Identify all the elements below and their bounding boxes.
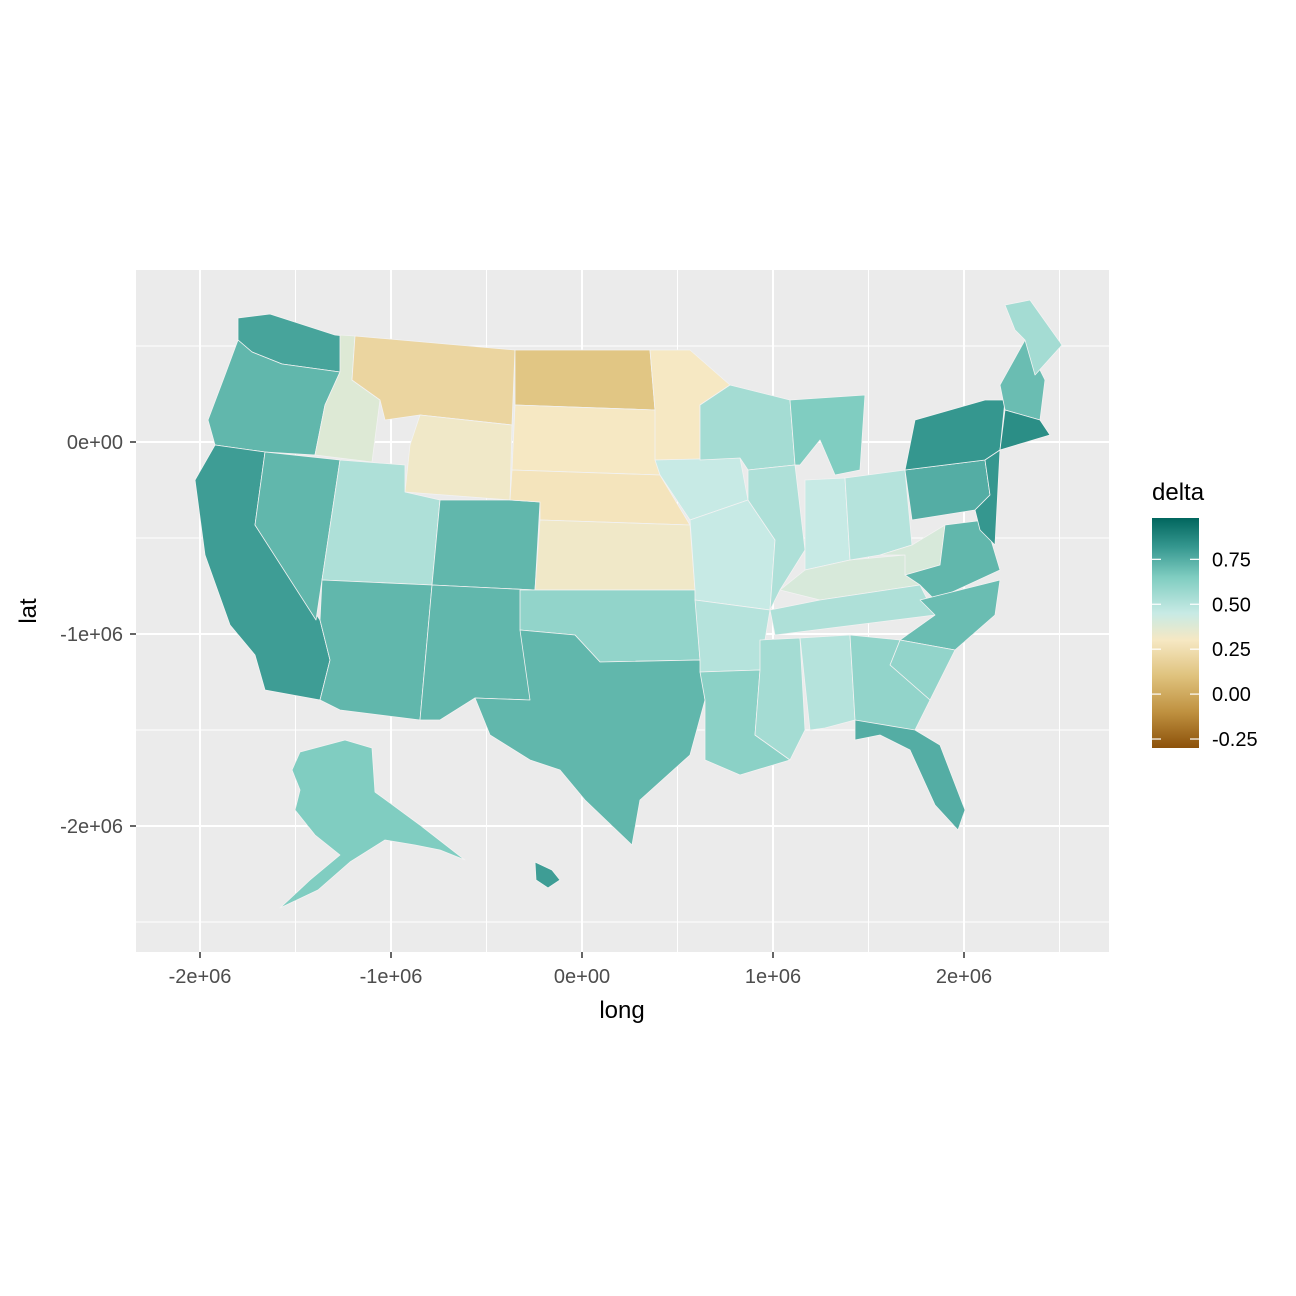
x-axis-title: long bbox=[599, 997, 644, 1024]
region-alabama bbox=[799, 634, 856, 731]
region-south-dakota bbox=[511, 404, 661, 476]
region-nevada bbox=[254, 451, 341, 621]
region-new-jersey-mid-atlantic bbox=[974, 449, 1001, 546]
region-texas bbox=[474, 629, 706, 846]
region-alaska bbox=[279, 739, 466, 909]
region-virginia bbox=[904, 519, 1001, 601]
region-southern-new-england bbox=[999, 409, 1051, 451]
x-tick-label: 1e+06 bbox=[745, 966, 801, 988]
y-tick-label: -2e+06 bbox=[60, 816, 123, 838]
legend-ticks: 0.75 0.50 0.25 0.00 -0.25 bbox=[1152, 549, 1258, 751]
region-ohio bbox=[844, 469, 913, 561]
map-regions bbox=[194, 299, 1063, 909]
region-indiana bbox=[804, 477, 851, 571]
x-tick-label: -1e+06 bbox=[360, 966, 423, 988]
legend-label: 0.75 bbox=[1212, 549, 1251, 571]
region-maine bbox=[1004, 299, 1063, 376]
y-tick-label: -1e+06 bbox=[60, 624, 123, 646]
region-kansas bbox=[534, 519, 696, 591]
region-north-dakota bbox=[514, 349, 656, 411]
legend-label: -0.25 bbox=[1212, 729, 1258, 751]
region-hawaii bbox=[534, 861, 561, 889]
x-tick-label: 0e+00 bbox=[554, 966, 610, 988]
legend-colorbar bbox=[1152, 518, 1199, 748]
x-tick-label: -2e+06 bbox=[169, 966, 232, 988]
legend-label: 0.00 bbox=[1212, 684, 1251, 706]
y-tick-label: 0e+00 bbox=[67, 432, 123, 454]
legend-label: 0.25 bbox=[1212, 639, 1251, 661]
legend-title: delta bbox=[1152, 479, 1205, 506]
region-colorado bbox=[431, 499, 541, 591]
region-wyoming bbox=[404, 414, 513, 501]
region-arizona bbox=[319, 579, 433, 721]
region-arkansas bbox=[694, 599, 771, 673]
x-axis: -2e+06 -1e+06 0e+00 1e+06 2e+06 bbox=[169, 952, 992, 988]
x-tick-label: 2e+06 bbox=[936, 966, 992, 988]
region-florida bbox=[854, 719, 966, 831]
legend-label: 0.50 bbox=[1212, 594, 1251, 616]
y-axis-title: lat bbox=[15, 598, 42, 624]
region-illinois bbox=[747, 464, 806, 611]
region-wisconsin bbox=[699, 384, 796, 471]
y-axis: 0e+00 -1e+06 -2e+06 bbox=[60, 432, 136, 838]
region-michigan bbox=[789, 394, 866, 476]
region-montana bbox=[351, 335, 516, 426]
